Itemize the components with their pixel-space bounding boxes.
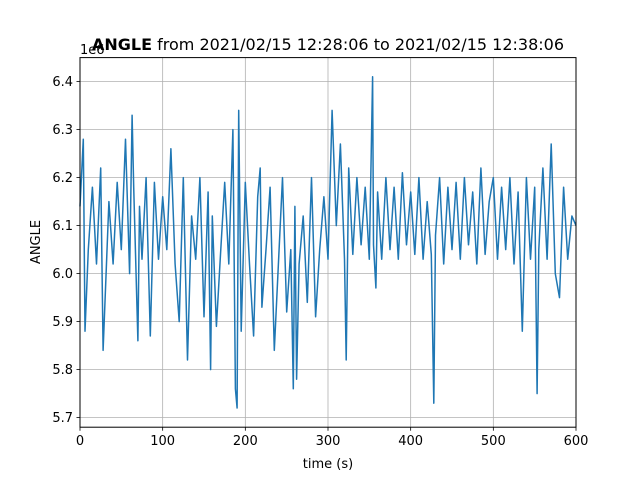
series-group <box>79 76 577 409</box>
chart-title-rest: from 2021/02/15 12:28:06 to 2021/02/15 1… <box>152 35 564 54</box>
x-tick-label: 400 <box>398 434 423 449</box>
chart-title: ANGLE from 2021/02/15 12:28:06 to 2021/0… <box>92 35 564 54</box>
y-tick-label: 5.9 <box>52 315 73 330</box>
chart-title-bold: ANGLE <box>92 35 152 54</box>
y-tick-label: 6.3 <box>52 123 73 138</box>
x-tick-label: 600 <box>564 434 589 449</box>
y-tick-label: 5.7 <box>52 411 73 426</box>
x-tick-label: 0 <box>76 434 84 449</box>
y-tick-label: 6.1 <box>52 219 73 234</box>
y-tick-label: 5.8 <box>52 363 73 378</box>
series-line <box>79 76 577 409</box>
x-axis: 0 100 200 300 400 500 600 <box>76 427 589 449</box>
y-tick-label: 6.0 <box>52 267 73 282</box>
x-axis-label: time (s) <box>303 457 353 472</box>
y-axis: 5.7 5.8 5.9 6.0 6.1 6.2 6.3 6.4 <box>52 75 80 426</box>
x-tick-label: 200 <box>233 434 258 449</box>
y-tick-label: 6.4 <box>52 75 73 90</box>
y-tick-label: 6.2 <box>52 171 73 186</box>
x-tick-label: 500 <box>481 434 506 449</box>
x-tick-label: 100 <box>150 434 175 449</box>
x-tick-label: 300 <box>316 434 341 449</box>
y-offset-text: 1e6 <box>80 43 105 58</box>
grid <box>79 57 577 428</box>
y-axis-label: ANGLE <box>29 220 44 264</box>
